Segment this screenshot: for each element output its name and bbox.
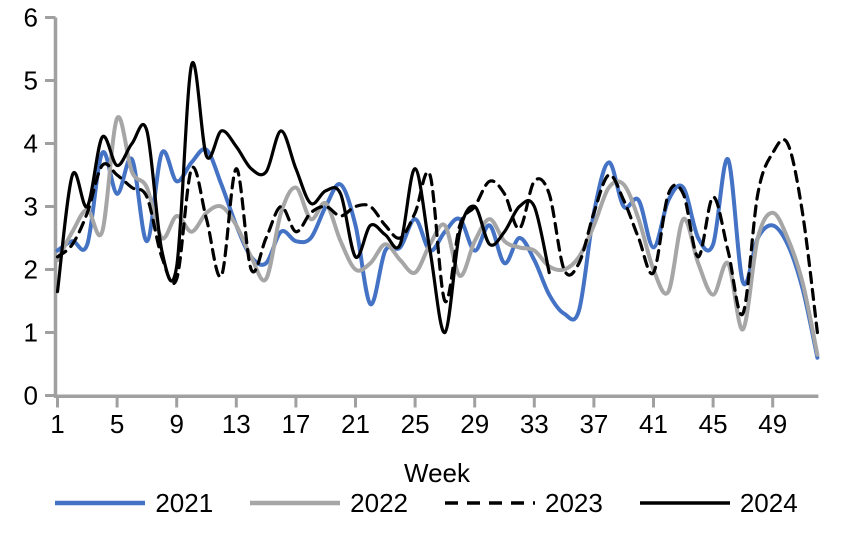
legend-item-2023: 2023 <box>444 490 603 516</box>
legend-swatch-2022 <box>250 500 341 506</box>
x-tick-label: 37 <box>579 409 608 439</box>
y-tick-label: 1 <box>24 318 38 348</box>
y-tick-label: 0 <box>24 381 38 411</box>
x-tick-label: 9 <box>169 409 183 439</box>
x-tick-label: 45 <box>699 409 728 439</box>
legend-label-2023: 2023 <box>545 488 603 518</box>
x-tick-label: 1 <box>50 409 64 439</box>
x-tick-label: 21 <box>341 409 370 439</box>
legend-item-2022: 2022 <box>249 490 408 516</box>
series-2024-line <box>55 60 551 335</box>
y-tick-label: 2 <box>24 255 38 285</box>
x-tick-label: 41 <box>639 409 668 439</box>
x-axis-title: Week <box>404 458 471 488</box>
x-tick-label: 49 <box>758 409 787 439</box>
legend-item-2024: 2024 <box>639 490 798 516</box>
x-tick-label: 29 <box>460 409 489 439</box>
series-2023-line <box>55 137 819 335</box>
chart-legend: 2021 2022 2023 2024 <box>0 490 852 516</box>
legend-item-2021: 2021 <box>54 490 213 516</box>
y-tick-label: 4 <box>24 129 38 159</box>
x-tick-label: 17 <box>281 409 310 439</box>
legend-label-2024: 2024 <box>739 488 798 518</box>
legend-swatch-2023 <box>445 501 535 505</box>
y-tick-label: 6 <box>24 3 38 33</box>
y-tick-label: 3 <box>24 192 38 222</box>
x-tick-label: 33 <box>520 409 549 439</box>
legend-swatch-2021 <box>55 500 146 506</box>
legend-label-2022: 2022 <box>350 488 408 518</box>
y-tick-label: 5 <box>24 66 38 96</box>
series-2021-line <box>55 147 820 360</box>
x-tick-label: 5 <box>110 409 124 439</box>
x-tick-label: 13 <box>222 409 251 439</box>
legend-swatch-2024 <box>639 501 730 505</box>
legend-label-2021: 2021 <box>155 488 214 518</box>
x-tick-label: 25 <box>401 409 430 439</box>
